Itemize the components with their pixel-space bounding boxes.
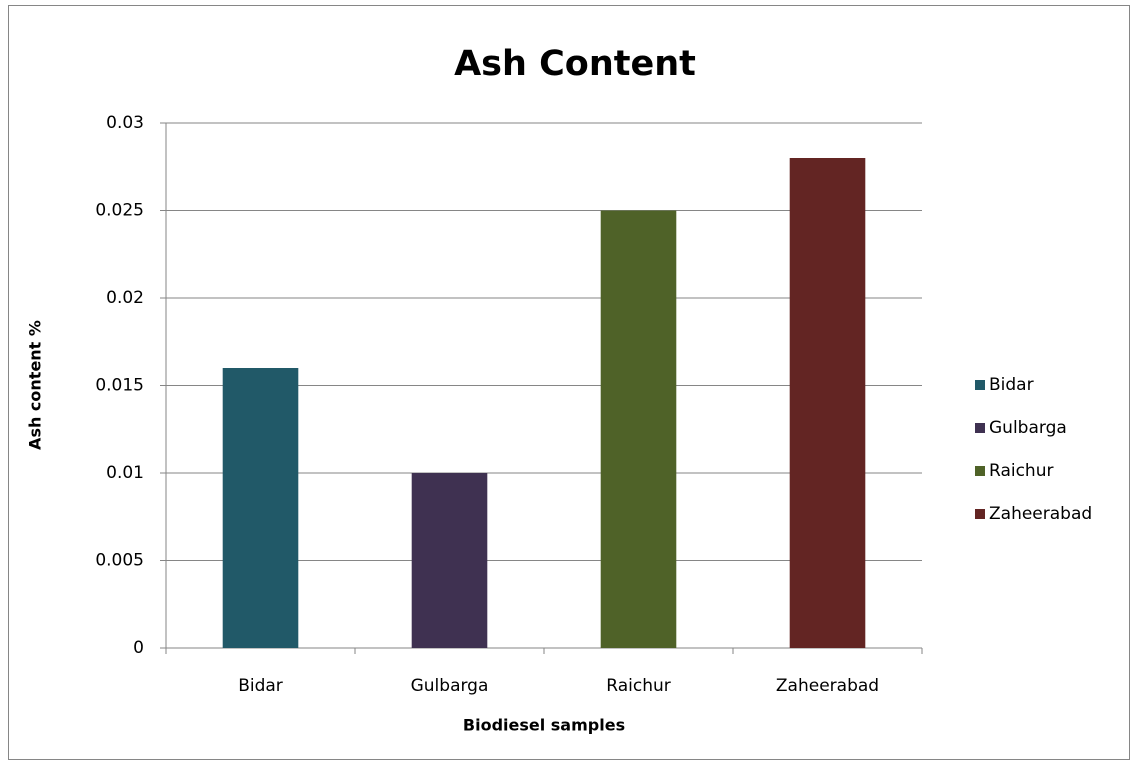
y-tick-label: 0 <box>133 638 144 658</box>
x-axis-title: Biodiesel samples <box>463 716 625 735</box>
chart-frame <box>8 5 1130 760</box>
bar <box>789 158 866 648</box>
y-tick-label: 0.025 <box>95 201 144 221</box>
x-tick-label: Zaheerabad <box>776 676 879 696</box>
x-tick-label: Gulbarga <box>411 676 489 696</box>
bar <box>222 368 299 648</box>
y-tick-label: 0.015 <box>95 376 144 396</box>
chart-title: Ash Content <box>454 44 696 84</box>
legend-label: Bidar <box>989 375 1034 395</box>
legend-swatch <box>975 509 985 519</box>
legend-swatch <box>975 466 985 476</box>
y-tick-label: 0.03 <box>106 113 144 133</box>
legend-label: Gulbarga <box>989 418 1067 438</box>
y-tick-label: 0.005 <box>95 551 144 571</box>
legend-swatch <box>975 423 985 433</box>
y-tick-label: 0.01 <box>106 463 144 483</box>
legend-label: Zaheerabad <box>989 504 1092 524</box>
legend-label: Raichur <box>989 461 1053 481</box>
legend-swatch <box>975 380 985 390</box>
y-tick-label: 0.02 <box>106 288 144 308</box>
bar <box>411 473 488 648</box>
x-tick-label: Bidar <box>238 676 283 696</box>
x-tick-label: Raichur <box>606 676 670 696</box>
y-axis-title: Ash content % <box>26 320 45 450</box>
bar <box>600 210 677 648</box>
